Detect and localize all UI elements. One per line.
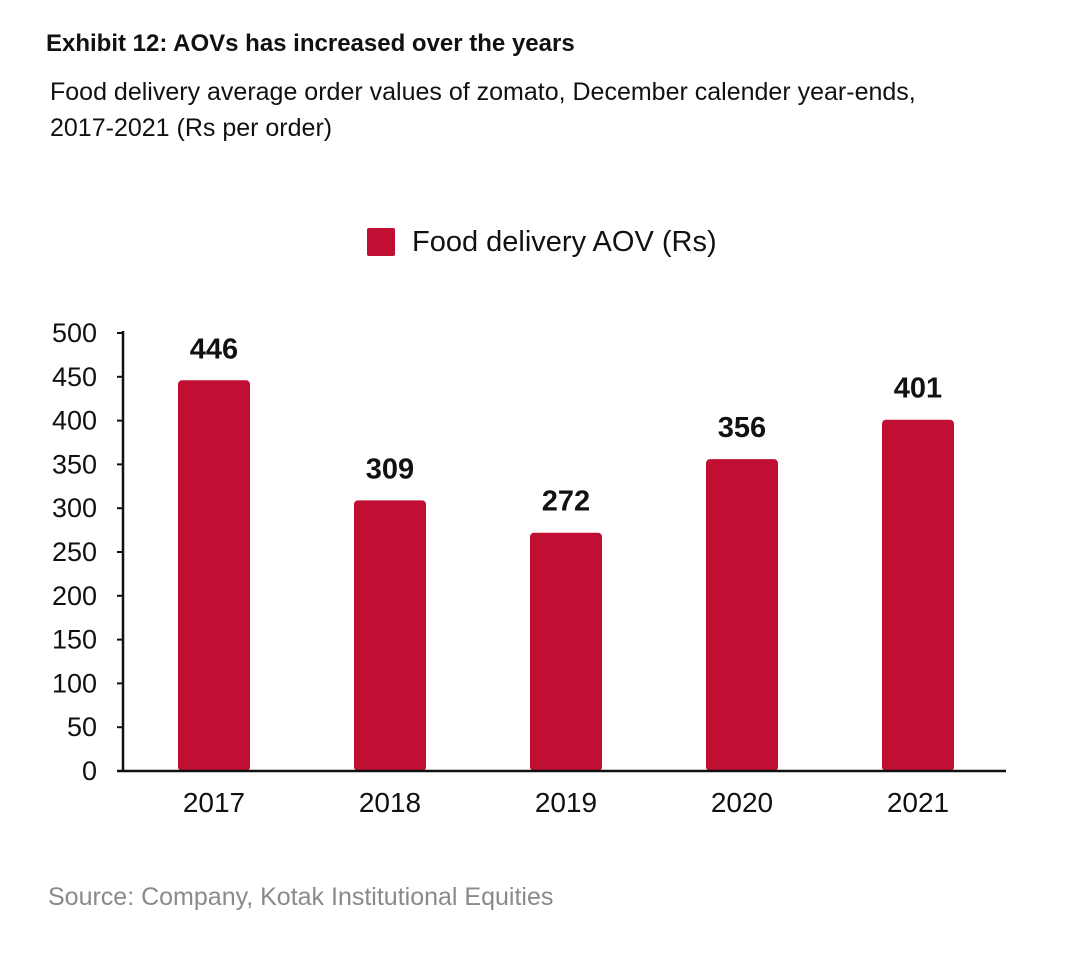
legend-swatch [367,228,395,256]
source-note: Source: Company, Kotak Institutional Equ… [48,883,554,911]
data-label: 272 [542,486,590,518]
chart-legend: Food delivery AOV (Rs) [367,224,717,260]
axes [117,331,1006,773]
data-label: 446 [190,333,238,365]
data-label: 309 [366,453,414,485]
bar [354,500,426,771]
subtitle-line-1: Food delivery average order values of zo… [50,78,916,106]
y-tick-label: 300 [52,493,97,523]
x-tick-label: 2020 [711,787,773,818]
subtitle-line-2: 2017-2021 (Rs per order) [50,114,333,142]
y-tick-label: 0 [82,756,97,786]
data-label: 401 [894,373,942,405]
chart-title: Exhibit 12: AOVs has increased over the … [46,30,575,57]
bars: 446 309 272 356 401 [178,333,954,771]
y-tick-label: 350 [52,449,97,479]
y-tick-label: 250 [52,537,97,567]
data-label: 356 [718,412,766,444]
y-tick-label: 400 [52,406,97,436]
y-tick-label: 100 [52,668,97,698]
x-tick-label: 2019 [535,787,597,818]
x-tick-label: 2017 [183,787,245,818]
y-axis-ticks: 0 50 100 150 200 250 300 350 400 450 500 [52,318,123,786]
bar [882,419,954,771]
y-tick-label: 200 [52,581,97,611]
y-tick-label: 50 [67,712,97,742]
bar [530,532,602,771]
bar [706,459,778,771]
legend-label: Food delivery AOV (Rs) [412,225,717,258]
y-tick-label: 450 [52,362,97,392]
y-tick-label: 150 [52,625,97,655]
bar [178,380,250,771]
x-tick-label: 2021 [887,787,949,818]
x-axis-labels: 2017 2018 2019 2020 2021 [183,787,949,818]
chart-subtitle: Food delivery average order values of zo… [50,74,1050,146]
x-tick-label: 2018 [359,787,421,818]
y-tick-label: 500 [52,318,97,348]
